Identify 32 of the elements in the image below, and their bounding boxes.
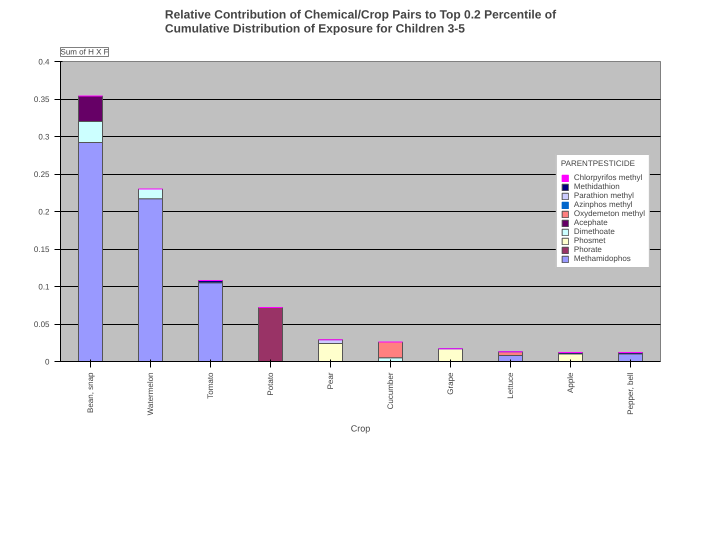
x-tick-label: Cucumber	[386, 372, 395, 410]
x-tick-label: Potato	[266, 372, 275, 396]
chart-title: Relative Contribution of Chemical/Crop Pairs to Top 0.2 Percentile of Cumulative Distribution of Exposure for Children 3-5	[164, 8, 558, 36]
y-tick-label: 0.4	[38, 58, 50, 66]
x-axis-title: Crop	[350, 423, 370, 434]
legend-label: Parathion methyl	[574, 191, 634, 200]
x-tick-label: Apple	[566, 372, 575, 393]
x-tick-label: Watermelon	[146, 372, 155, 416]
y-tick-label: 0.3	[38, 132, 50, 142]
x-tick-label: Bean, snap	[86, 372, 95, 413]
legend-title: PARENTPESTICIDE	[560, 159, 636, 168]
y-tick-label: 0	[45, 358, 50, 366]
legend-label: Oxydemeton methyl	[574, 209, 645, 218]
x-tick-label: Pear	[326, 372, 335, 390]
y-tick-label: 0.1	[38, 282, 50, 292]
x-tick-label: Tomato	[206, 372, 215, 399]
y-tick-label: 0.2	[38, 208, 50, 216]
x-tick-label: Grape	[446, 372, 455, 395]
legend-label: Phosmet	[574, 236, 606, 245]
x-tick-label: Lettuce	[506, 372, 515, 399]
y-tick-label: 0.25	[34, 170, 50, 179]
legend-label: Azinphos methyl	[574, 200, 633, 209]
y-tick-label: 0.35	[34, 95, 50, 104]
y-tick-label: 0.05	[34, 320, 50, 329]
legend-label: Dimethoate	[574, 227, 615, 236]
legend-label: Phorate	[574, 245, 602, 254]
x-tick-label: Pepper, bell	[626, 372, 635, 415]
y-tick-label: 0.15	[34, 245, 50, 254]
legend-label: Acephate	[574, 218, 608, 227]
legend-label: Methidathion	[574, 182, 620, 191]
legend-label: Methamidophos	[574, 254, 631, 263]
legend-label: Chlorpyrifos methyl	[574, 173, 642, 182]
